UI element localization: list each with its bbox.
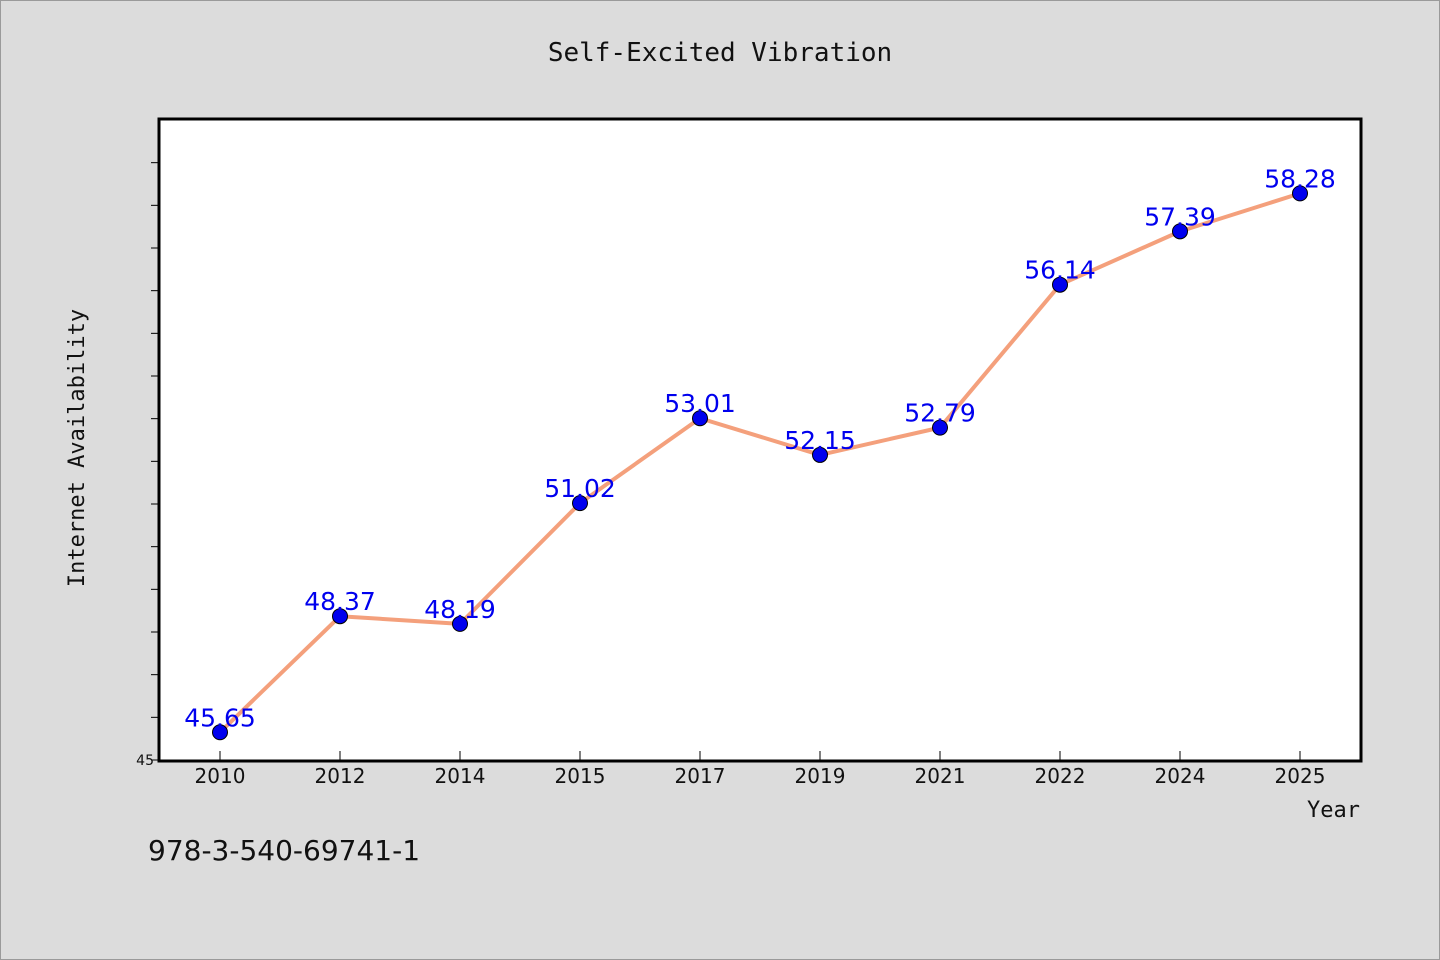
x-tick-label: 2017 [675, 764, 726, 788]
data-point [1292, 185, 1308, 202]
plot-area [157, 117, 1363, 763]
x-tick-label: 2024 [1155, 764, 1206, 788]
data-label: 52.15 [784, 426, 856, 455]
y-axis-label: Internet Availability [65, 309, 90, 587]
data-labels: 45.65 48.37 48.19 51.02 53.01 52.15 52.79 56.14… [184, 164, 1336, 732]
data-point [452, 615, 468, 632]
x-tick-label: 2012 [315, 764, 366, 788]
x-tick-label: 2015 [555, 764, 606, 788]
data-label: 51.02 [544, 474, 616, 503]
y-axis-ticks: 45 [136, 162, 158, 769]
x-tick-label: 2022 [1035, 764, 1086, 788]
data-point [692, 410, 708, 427]
data-point [1172, 223, 1188, 240]
y-tick-label: 45 [136, 753, 154, 769]
x-axis-label: Year [1307, 798, 1360, 823]
data-label: 45.65 [184, 703, 256, 732]
data-label: 58.28 [1264, 164, 1336, 193]
data-point [572, 495, 588, 512]
x-tick-label: 2019 [795, 764, 846, 788]
x-tick-label: 2014 [435, 764, 486, 788]
series-line [218, 191, 1302, 735]
data-label: 57.39 [1144, 202, 1216, 231]
data-point [1052, 276, 1068, 293]
x-tick-label: 2025 [1275, 764, 1326, 788]
data-point [812, 446, 828, 463]
data-label: 48.19 [424, 595, 496, 624]
data-point [212, 724, 228, 741]
series-line-group [218, 191, 1302, 735]
data-label: 53.01 [664, 389, 736, 418]
data-label: 48.37 [304, 587, 376, 616]
identifier-text: 978-3-540-69741-1 [148, 834, 421, 867]
x-tick-label: 2021 [915, 764, 966, 788]
data-label: 56.14 [1024, 256, 1096, 285]
data-markers [212, 185, 1308, 741]
x-axis-ticks: 2010 2012 2014 2015 2017 2019 2021 2022 2024 2025 [195, 751, 1326, 788]
data-point [332, 608, 348, 625]
data-point [932, 419, 948, 436]
x-tick-label: 2010 [195, 764, 246, 788]
chart-title: Self-Excited Vibration [548, 38, 892, 68]
data-label: 52.79 [904, 399, 976, 428]
